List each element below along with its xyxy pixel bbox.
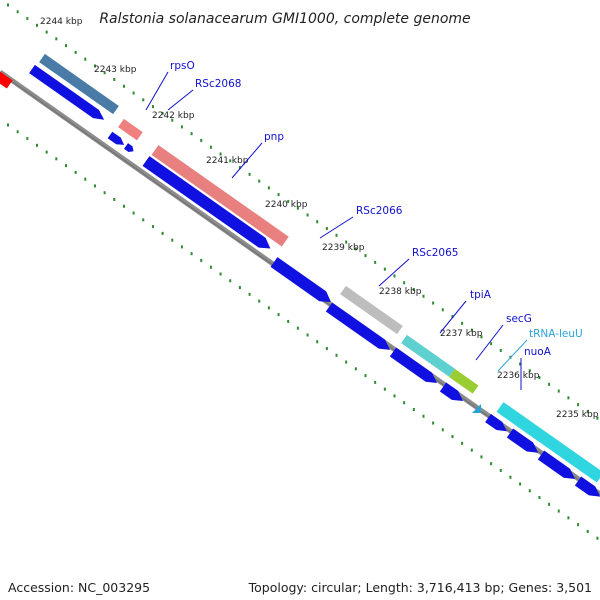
cds-arrow [107,131,125,145]
gene-label: rpsO [170,60,195,72]
topology-text: Topology: circular; Length: 3,716,413 bp… [248,580,592,595]
gene-leader-line [378,258,410,287]
gene-label: tRNA-leuU [529,328,583,340]
gene-label: RSc2065 [412,247,458,259]
gene-leader-line [231,142,263,179]
rpsO-track [39,53,119,115]
kbp-tick-label: 2236 kbp [497,371,540,381]
rsc2068-track [118,118,143,141]
gene-label: secG [506,313,532,325]
accession-text: Accession: NC_003295 [8,580,151,595]
gene-leader-line [439,300,467,334]
gene-leader-line [167,89,194,111]
kbp-tick-label: 2242 kbp [152,111,195,121]
nuoA-track [496,402,600,483]
map-title: Ralstonia solanacearum GMI1000, complete… [99,11,470,27]
gene-label: tpiA [470,289,492,301]
gene-label: RSc2066 [356,205,403,217]
kbp-labels: 2244 kbp 2243 kbp 2242 kbp 2241 kbp 2240 kbp… [40,17,599,420]
cds-arrow [574,476,600,497]
cds-arrow [537,450,576,479]
cds-arrow [389,347,438,383]
gene-leader-line [145,71,169,111]
kbp-tick-label: 2243 kbp [94,65,137,75]
kbp-tick-label: 2238 kbp [379,287,422,297]
cds-arrow [142,156,271,249]
cds-arrow [325,302,391,350]
cds-arrow [485,413,507,432]
pnp-track [151,145,289,247]
cds-arrow [439,382,463,402]
kbp-tick-label: 2237 kbp [440,329,483,339]
gene-label: pnp [264,131,284,143]
left-red-feature [0,67,13,89]
kbp-tick-label: 2244 kbp [40,17,83,27]
feature-tracks [0,53,600,497]
kbp-tick-label: 2235 kbp [556,410,599,420]
cds-arrow [29,64,105,120]
rsc2066-track [340,285,403,335]
secG-track [449,368,479,394]
gene-label: RSc2068 [195,78,241,90]
dotted-tick-lines [7,3,599,540]
gene-label: nuoA [524,346,552,358]
gene-leader-line [497,339,528,372]
cds-arrow [506,428,539,453]
gene-leader-line [319,216,354,239]
trna-marker [472,404,481,413]
kbp-tick-label: 2240 kbp [265,200,308,210]
kbp-tick-label: 2241 kbp [206,156,249,166]
kbp-tick-label: 2239 kbp [322,243,365,253]
gene-leader-line [475,324,504,361]
cds-arrow [270,257,331,303]
cds-arrow [123,143,134,153]
tpiA-track [401,334,455,377]
